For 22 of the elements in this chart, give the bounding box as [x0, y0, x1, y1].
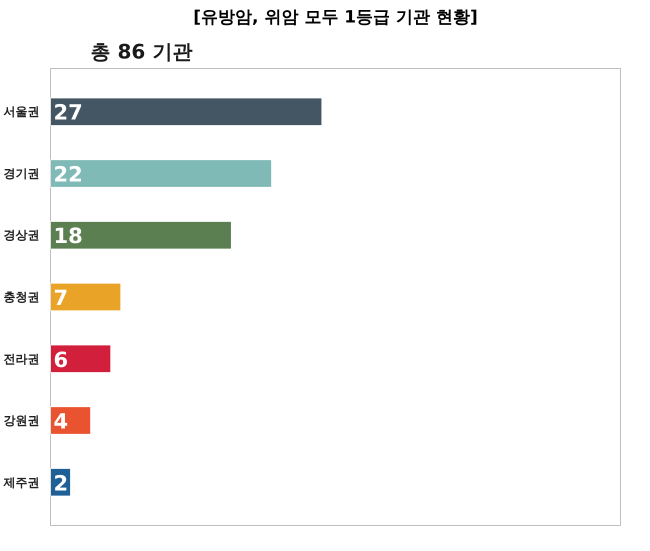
bar — [50, 406, 92, 435]
chart-title: [유방암, 위암 모두 1등급 기관 현황] — [193, 8, 478, 28]
y-tick-label: 강원권 — [4, 414, 40, 428]
data-label: 27 — [54, 100, 83, 125]
data-label: 2 — [54, 471, 68, 496]
data-label: 4 — [54, 410, 68, 434]
data-label: 7 — [54, 286, 68, 310]
y-tick-label: 경상권 — [4, 228, 40, 242]
y-tick-label: 충청권 — [4, 290, 40, 304]
data-label: 22 — [54, 162, 83, 186]
data-label: 18 — [54, 224, 83, 248]
bar — [50, 159, 272, 188]
y-tick-label: 서울권 — [4, 104, 40, 119]
bar — [50, 97, 322, 126]
bar — [50, 282, 122, 312]
chart-subtitle: 총 86 기관 — [90, 40, 192, 64]
data-label: 6 — [54, 348, 68, 372]
y-tick-label: 제주권 — [2, 475, 40, 490]
bar — [50, 220, 232, 250]
bar — [50, 344, 112, 374]
y-tick-label: 경기권 — [4, 166, 40, 180]
y-tick-label: 전라권 — [4, 352, 40, 366]
